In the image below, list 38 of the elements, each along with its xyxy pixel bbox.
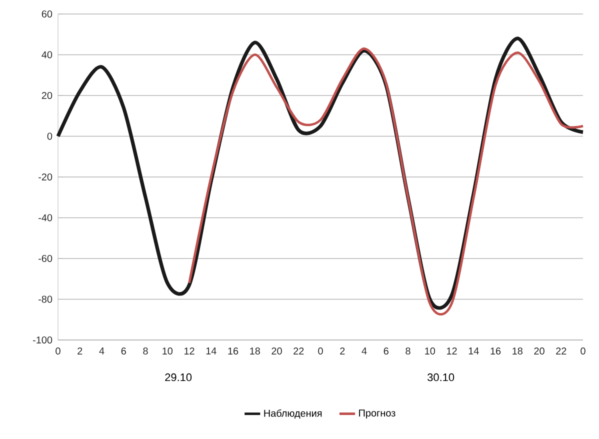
x-tick-label: 14 (468, 348, 479, 354)
x-tick-label: 6 (384, 348, 388, 355)
x-tick-label: 8 (406, 348, 410, 355)
x-tick-label: 22 (294, 348, 304, 354)
y-tick-label: -80 (38, 296, 52, 303)
x-tick-label: 0 (56, 348, 60, 355)
x-tick-label: 6 (121, 348, 126, 355)
x-tick-label: 18 (512, 348, 522, 355)
x-tick-label: 20 (272, 348, 282, 355)
legend-label: Прогноз (359, 410, 396, 419)
x-tick-label: 4 (362, 348, 367, 354)
x-tick-label: 16 (490, 348, 501, 355)
x-tick-label: 0 (318, 348, 323, 355)
y-tick-label: -60 (38, 254, 52, 262)
x-tick-label: 12 (446, 348, 457, 354)
text: 29.10 (165, 373, 192, 382)
y-tick-label: 20 (42, 92, 52, 100)
x-tick-label: 14 (206, 348, 216, 354)
x-tick-label: 8 (143, 348, 148, 355)
y-tick-label: 0 (47, 132, 52, 140)
y-tick-label: -40 (38, 214, 52, 222)
x-tick-label: 10 (162, 348, 173, 355)
x-tick-label: 0 (580, 348, 586, 355)
y-tick-label: -100 (32, 336, 52, 344)
x-tick-label: 2 (78, 348, 82, 354)
y-tick-label: -20 (38, 173, 52, 181)
x-tick-label: 10 (425, 348, 436, 355)
x-tick-label: 20 (534, 348, 544, 355)
x-tick-label: 18 (250, 348, 260, 355)
x-tick-label: 16 (228, 348, 238, 355)
x-tick-label: 2 (340, 348, 345, 354)
x-tick-label: 12 (184, 348, 194, 354)
legend-label: Наблюдения (264, 409, 322, 419)
text: 30.10 (428, 373, 454, 382)
x-tick-label: 22 (556, 348, 566, 354)
x-tick-label: 4 (99, 348, 104, 354)
y-tick-label: 60 (42, 10, 52, 18)
y-tick-label: 40 (42, 51, 52, 58)
